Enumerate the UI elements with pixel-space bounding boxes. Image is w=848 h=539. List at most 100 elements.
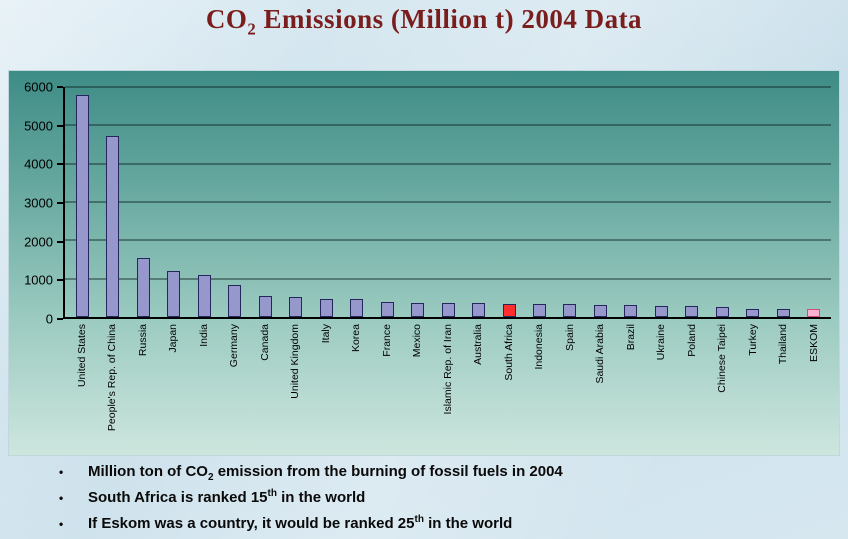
x-axis-label: Saudi Arabia bbox=[594, 324, 607, 384]
y-axis-tick-mark bbox=[57, 124, 63, 127]
bar-slot bbox=[524, 87, 554, 318]
x-axis-label: Poland bbox=[685, 324, 698, 357]
plot-column: United States People's Rep. of China Russi… bbox=[63, 86, 831, 455]
text-subscript: 2 bbox=[207, 472, 214, 483]
bullet-marker: • bbox=[59, 491, 64, 505]
bar-chinese-taipei bbox=[715, 307, 729, 318]
bar-italy bbox=[319, 298, 333, 318]
y-axis-tick-label: 3000 bbox=[24, 195, 53, 211]
bar-turkey bbox=[746, 308, 760, 318]
gridline bbox=[65, 201, 831, 203]
x-axis-label: United Kingdom bbox=[289, 324, 302, 399]
x-label-slot: Germany bbox=[219, 324, 249, 367]
bullet-text: Million ton of CO2 emission from the bur… bbox=[88, 459, 563, 484]
bullet-item: • Million ton of CO2 emission from the b… bbox=[0, 459, 848, 485]
bar-mexico bbox=[411, 302, 425, 318]
x-axis-label: Mexico bbox=[411, 324, 424, 358]
plot-area bbox=[63, 86, 831, 320]
bar-slot bbox=[372, 87, 402, 318]
x-label-slot: Italy bbox=[311, 324, 341, 343]
bullet-list: • Million ton of CO2 emission from the b… bbox=[0, 459, 848, 537]
bar-slot bbox=[494, 87, 524, 318]
x-axis-label: Australia bbox=[472, 324, 485, 365]
x-label-slot: Thailand bbox=[768, 324, 798, 364]
x-axis-label: Chinese Taipei bbox=[716, 324, 729, 393]
x-axis-label: Italy bbox=[319, 324, 332, 344]
bar-slot bbox=[402, 87, 432, 318]
bar-slot bbox=[616, 87, 646, 318]
bullet-text: If Eskom was a country, it would be rank… bbox=[88, 511, 512, 536]
bar-france bbox=[380, 302, 394, 318]
x-label-slot: Russia bbox=[128, 324, 158, 356]
title-subscript: 2 bbox=[247, 19, 257, 39]
x-label-slot: Mexico bbox=[402, 324, 432, 357]
bar-ukraine bbox=[654, 305, 668, 318]
x-axis-label: India bbox=[197, 324, 210, 347]
y-axis-tick-mark bbox=[57, 86, 63, 88]
text-superscript: th bbox=[414, 514, 424, 525]
x-axis-label: Indonesia bbox=[533, 324, 546, 370]
x-axis-label: Russia bbox=[136, 324, 149, 357]
bar-slot bbox=[128, 87, 158, 318]
text-segment: in the world bbox=[423, 515, 513, 532]
x-label-slot: Indonesia bbox=[524, 324, 554, 370]
x-label-slot: Spain bbox=[555, 324, 585, 351]
x-axis-label: United States bbox=[75, 324, 88, 388]
bar-slot bbox=[158, 87, 188, 318]
bar-brazil bbox=[624, 304, 638, 318]
bar-eskom bbox=[807, 309, 821, 318]
bar-korea bbox=[350, 299, 364, 318]
x-axis-label: Germany bbox=[228, 324, 241, 368]
x-label-slot: Australia bbox=[463, 324, 493, 365]
x-axis-label: South Africa bbox=[502, 324, 515, 381]
bar-slot bbox=[799, 87, 829, 318]
bar-india bbox=[197, 274, 211, 318]
bar-slot bbox=[646, 87, 676, 318]
y-axis: 0 1000 2000 3000 4000 5000 6000 bbox=[9, 80, 63, 327]
x-axis-label: Canada bbox=[258, 324, 271, 361]
bar-slot bbox=[707, 87, 737, 318]
y-axis-tick-label: 6000 bbox=[24, 79, 53, 95]
x-label-slot: Turkey bbox=[738, 324, 768, 356]
text-segment: South Africa is ranked 15 bbox=[88, 489, 268, 506]
bar-australia bbox=[472, 303, 486, 318]
gridline bbox=[65, 163, 831, 165]
x-axis-label: Ukraine bbox=[655, 324, 668, 361]
bar-slot bbox=[250, 87, 280, 318]
x-label-slot: ESKOM bbox=[799, 324, 829, 362]
bullet-text: South Africa is ranked 15th in the world bbox=[88, 485, 365, 510]
x-axis-label: Brazil bbox=[624, 324, 637, 351]
bar-slot bbox=[677, 87, 707, 318]
x-label-slot: South Africa bbox=[494, 324, 524, 381]
bar-slot bbox=[219, 87, 249, 318]
x-label-slot: Brazil bbox=[616, 324, 646, 350]
text-segment: If Eskom was a country, it would be rank… bbox=[88, 515, 415, 532]
bar-slot bbox=[97, 87, 127, 318]
bar-slot bbox=[189, 87, 219, 318]
x-axis-label: Islamic Rep. of Iran bbox=[441, 324, 454, 415]
x-axis-label: Turkey bbox=[746, 324, 759, 356]
bars bbox=[65, 87, 831, 318]
gridline bbox=[65, 86, 831, 88]
x-label-slot: Islamic Rep. of Iran bbox=[433, 324, 463, 414]
x-label-slot: Canada bbox=[250, 324, 280, 361]
bar-germany bbox=[228, 284, 242, 318]
y-axis-tick-label: 1000 bbox=[24, 272, 53, 288]
y-axis-tick-label: 5000 bbox=[24, 118, 53, 134]
x-label-slot: United States bbox=[67, 324, 97, 387]
x-label-slot: United Kingdom bbox=[280, 324, 310, 399]
x-label-slot: France bbox=[372, 324, 402, 357]
bar-poland bbox=[685, 305, 699, 318]
bar-islamic-rep-of-iran bbox=[441, 302, 455, 318]
x-label-slot: Saudi Arabia bbox=[585, 324, 615, 384]
bar-thailand bbox=[776, 309, 790, 318]
x-axis-label: Thailand bbox=[777, 324, 790, 365]
title-text: CO bbox=[205, 4, 248, 34]
co2-emissions-bar-chart: 0 1000 2000 3000 4000 5000 6000 United States P… bbox=[8, 70, 840, 456]
bullet-item: • South Africa is ranked 15th in the wor… bbox=[0, 485, 848, 511]
bar-south-africa bbox=[502, 303, 516, 318]
bar-saudi-arabia bbox=[593, 304, 607, 318]
y-axis-tick-mark bbox=[57, 318, 63, 320]
bar-japan bbox=[167, 270, 181, 318]
